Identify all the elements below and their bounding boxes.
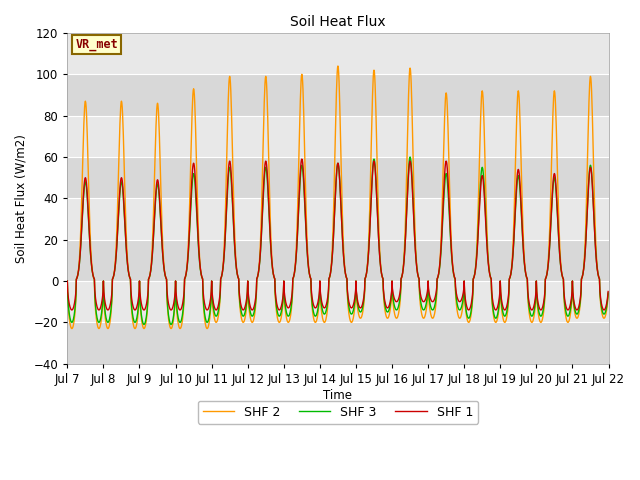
SHF 3 — [493, 314, 500, 320]
SHF 2 — [493, 318, 500, 324]
Bar — [67, 198, 609, 240]
Bar — [67, 33, 609, 74]
Bar — [67, 157, 609, 198]
Line: SHF 2: SHF 2 — [67, 66, 608, 329]
SHF 2 — [171, 302, 179, 308]
SHF 1 — [244, 293, 252, 299]
SHF 2 — [244, 299, 252, 305]
SHF 2 — [541, 299, 548, 304]
Y-axis label: Soil Heat Flux (W/m2): Soil Heat Flux (W/m2) — [15, 134, 28, 263]
Bar — [67, 74, 609, 116]
Bar — [67, 240, 609, 281]
Title: Soil Heat Flux: Soil Heat Flux — [290, 15, 386, 29]
Legend: SHF 2, SHF 3, SHF 1: SHF 2, SHF 3, SHF 1 — [198, 401, 478, 424]
X-axis label: Time: Time — [323, 388, 353, 402]
SHF 1 — [298, 156, 306, 162]
SHF 3 — [604, 290, 612, 296]
SHF 2 — [604, 291, 612, 297]
SHF 3 — [244, 296, 252, 302]
SHF 3 — [184, 255, 192, 261]
Line: SHF 1: SHF 1 — [67, 159, 608, 310]
SHF 1 — [541, 292, 548, 298]
SHF 1 — [493, 306, 500, 312]
SHF 1 — [422, 294, 430, 300]
Line: SHF 3: SHF 3 — [67, 157, 608, 324]
Bar — [67, 323, 609, 364]
Bar — [67, 281, 609, 323]
SHF 3 — [406, 154, 414, 160]
SHF 3 — [63, 278, 71, 284]
SHF 1 — [171, 293, 179, 299]
SHF 3 — [541, 295, 548, 301]
SHF 1 — [604, 288, 612, 294]
SHF 1 — [140, 307, 148, 313]
SHF 2 — [422, 307, 430, 313]
Text: VR_met: VR_met — [76, 38, 118, 51]
SHF 1 — [63, 278, 71, 284]
SHF 3 — [171, 300, 179, 306]
Bar — [67, 116, 609, 157]
SHF 2 — [334, 63, 342, 69]
SHF 1 — [184, 253, 192, 259]
SHF 3 — [422, 301, 430, 307]
SHF 3 — [140, 322, 148, 327]
SHF 2 — [184, 249, 192, 254]
SHF 2 — [140, 326, 148, 332]
SHF 2 — [63, 278, 71, 284]
